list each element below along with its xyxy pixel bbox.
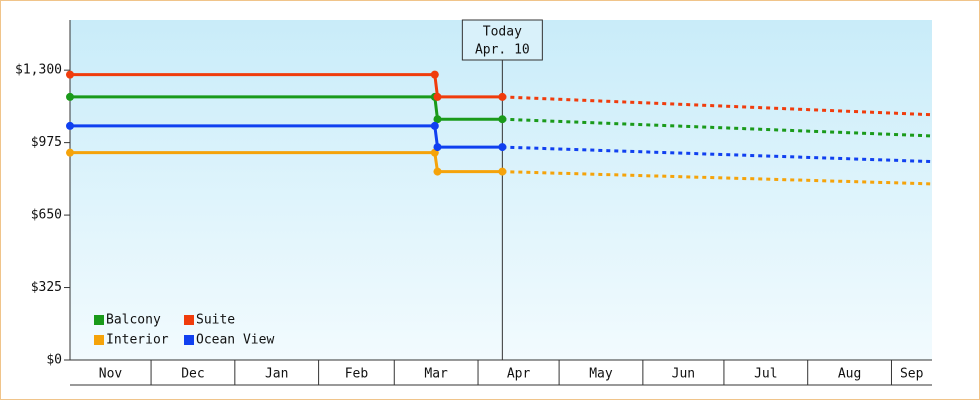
y-tick-label: $325 bbox=[31, 280, 62, 295]
point bbox=[433, 92, 442, 101]
today-label: Today bbox=[483, 25, 522, 40]
x-tick-label: Nov bbox=[99, 367, 123, 382]
point bbox=[66, 92, 74, 101]
legend-swatch bbox=[94, 335, 104, 345]
x-tick-label: Jul bbox=[754, 367, 777, 382]
x-tick-label: Feb bbox=[345, 367, 369, 382]
legend-label: Ocean View bbox=[196, 333, 274, 348]
y-tick-label: $0 bbox=[46, 353, 62, 368]
x-tick-label: Apr bbox=[507, 367, 531, 382]
y-tick-label: $975 bbox=[31, 135, 62, 150]
today-box bbox=[461, 19, 543, 61]
legend-swatch bbox=[94, 315, 104, 325]
point bbox=[66, 70, 74, 79]
y-tick-label: $1,300 bbox=[15, 63, 62, 78]
point bbox=[498, 115, 507, 124]
legend-swatch bbox=[184, 335, 194, 345]
price-line bbox=[70, 95, 503, 121]
plot-area bbox=[70, 20, 932, 360]
x-tick-label: Aug bbox=[838, 367, 861, 382]
point bbox=[66, 148, 74, 157]
point bbox=[498, 167, 507, 176]
x-tick-label: Dec bbox=[181, 367, 204, 382]
legend-label: Suite bbox=[196, 313, 235, 328]
price-line bbox=[70, 73, 503, 99]
y-tick-label: $650 bbox=[31, 208, 62, 223]
point bbox=[66, 121, 74, 130]
x-tick-label: Jun bbox=[672, 367, 695, 382]
today-date: Apr. 10 bbox=[475, 43, 530, 58]
x-tick-label: Mar bbox=[424, 367, 448, 382]
x-tick-label: Sep bbox=[900, 367, 924, 382]
legend-label: Balcony bbox=[106, 313, 161, 328]
price-line bbox=[70, 151, 503, 174]
point bbox=[430, 121, 439, 130]
point bbox=[433, 115, 442, 124]
point bbox=[433, 167, 442, 176]
x-tick-label: May bbox=[589, 367, 613, 382]
point bbox=[430, 70, 439, 79]
price-line bbox=[70, 124, 503, 149]
point bbox=[433, 143, 442, 152]
legend-swatch bbox=[184, 315, 194, 325]
point bbox=[498, 92, 507, 101]
point bbox=[498, 143, 507, 152]
x-tick-label: Jan bbox=[265, 367, 288, 382]
legend-label: Interior bbox=[106, 333, 169, 348]
